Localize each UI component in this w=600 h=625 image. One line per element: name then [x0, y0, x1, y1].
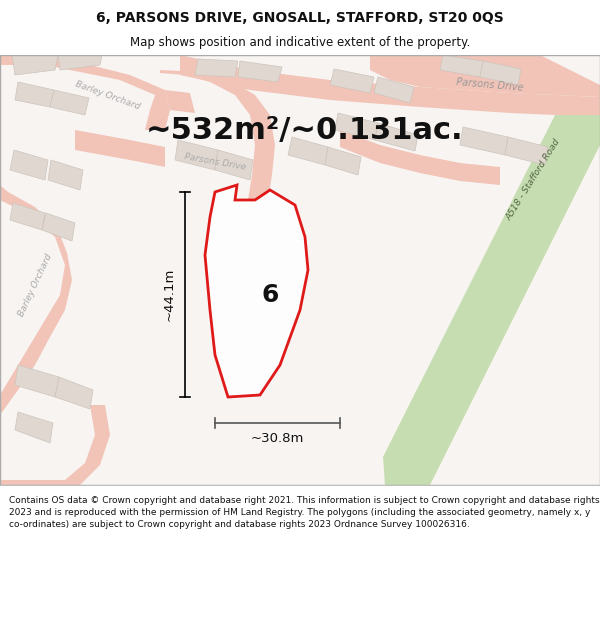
- Polygon shape: [335, 113, 378, 140]
- Text: Barley Orchard: Barley Orchard: [74, 79, 142, 111]
- Polygon shape: [325, 147, 361, 175]
- Text: Barley Orchard: Barley Orchard: [16, 252, 53, 318]
- Polygon shape: [0, 405, 110, 485]
- Polygon shape: [58, 55, 102, 70]
- Polygon shape: [195, 59, 238, 77]
- Text: Contains OS data © Crown copyright and database right 2021. This information is : Contains OS data © Crown copyright and d…: [9, 496, 599, 529]
- Polygon shape: [12, 55, 58, 75]
- Polygon shape: [42, 213, 75, 241]
- Polygon shape: [160, 70, 275, 200]
- Polygon shape: [238, 61, 282, 82]
- Text: 6: 6: [262, 283, 278, 307]
- Polygon shape: [175, 140, 218, 170]
- Polygon shape: [215, 150, 253, 180]
- Text: Parsons Drive: Parsons Drive: [184, 152, 247, 172]
- Polygon shape: [330, 69, 374, 93]
- Polygon shape: [375, 123, 418, 151]
- Polygon shape: [340, 130, 500, 185]
- Polygon shape: [75, 130, 165, 167]
- Polygon shape: [460, 127, 508, 155]
- Polygon shape: [55, 377, 93, 409]
- Polygon shape: [10, 150, 48, 180]
- Polygon shape: [180, 55, 600, 117]
- Polygon shape: [15, 82, 54, 107]
- Polygon shape: [205, 185, 308, 397]
- Polygon shape: [15, 412, 53, 443]
- Polygon shape: [10, 203, 45, 230]
- Text: ~30.8m: ~30.8m: [251, 432, 304, 446]
- Text: Parsons Drive: Parsons Drive: [456, 77, 524, 93]
- Polygon shape: [440, 55, 483, 77]
- Polygon shape: [0, 55, 170, 130]
- Polygon shape: [480, 61, 521, 85]
- Polygon shape: [165, 90, 195, 113]
- Polygon shape: [383, 115, 600, 485]
- Text: A518 - Stafford Road: A518 - Stafford Road: [504, 138, 562, 222]
- Polygon shape: [374, 77, 414, 103]
- Text: 6, PARSONS DRIVE, GNOSALL, STAFFORD, ST20 0QS: 6, PARSONS DRIVE, GNOSALL, STAFFORD, ST2…: [96, 11, 504, 24]
- Text: ~44.1m: ~44.1m: [163, 268, 176, 321]
- Polygon shape: [505, 137, 548, 165]
- Polygon shape: [288, 137, 328, 165]
- Polygon shape: [0, 185, 72, 415]
- Polygon shape: [15, 365, 59, 397]
- Polygon shape: [50, 90, 89, 115]
- Polygon shape: [48, 160, 83, 190]
- Polygon shape: [370, 55, 600, 97]
- Text: ~532m²/~0.131ac.: ~532m²/~0.131ac.: [146, 116, 464, 144]
- Text: Map shows position and indicative extent of the property.: Map shows position and indicative extent…: [130, 36, 470, 49]
